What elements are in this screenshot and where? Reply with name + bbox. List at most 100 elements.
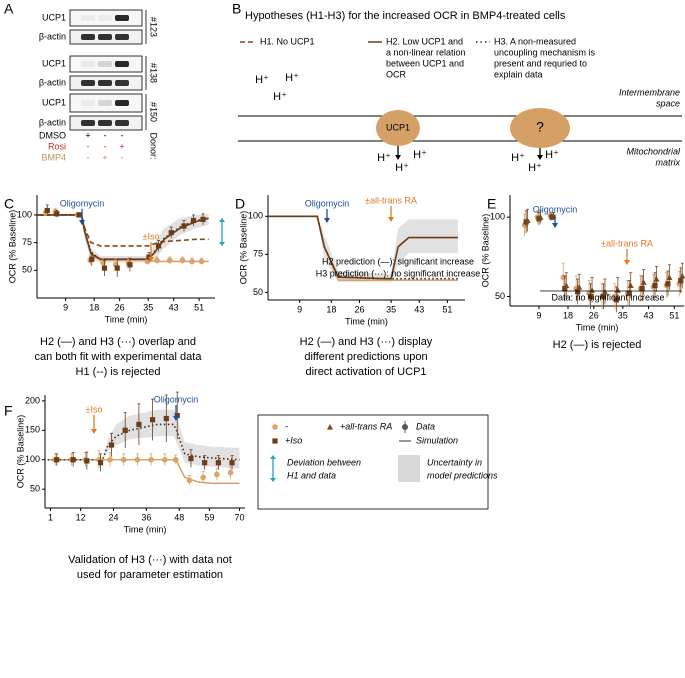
caption: direct activation of UCP1 [305, 366, 426, 378]
ucp1-label: UCP1 [386, 122, 410, 132]
x-tick-label: 35 [143, 302, 153, 312]
compartment-label: Mitochondrial [626, 146, 681, 156]
uncertainty-band [268, 216, 458, 282]
treatment-sign: - [121, 130, 124, 140]
data-point [127, 262, 133, 268]
y-tick-label: 100 [248, 211, 263, 221]
blot-band [81, 120, 95, 126]
blot-band [98, 100, 112, 106]
x-tick-label: 18 [326, 304, 336, 314]
data-point [562, 285, 568, 292]
x-axis-label: Time (min) [345, 316, 388, 326]
treatment-label: DMSO [39, 130, 66, 140]
blot-band [81, 61, 95, 67]
arrow-head [624, 260, 630, 265]
panel-label: B [232, 1, 241, 17]
donor-label: #123 [149, 17, 159, 37]
proton: H⁺ [528, 162, 542, 174]
diagram-title: Hypotheses (H1-H3) for the increased OCR… [245, 10, 566, 22]
data-point [148, 456, 154, 463]
data-point [97, 460, 104, 466]
x-tick-label: 43 [169, 302, 179, 312]
data-point [189, 258, 195, 265]
donor-label: #138 [149, 63, 159, 83]
caption: H2 (—) and H3 (···) overlap and [40, 336, 196, 348]
y-tick-label: 100 [25, 454, 40, 464]
blot-band [115, 61, 129, 67]
legend-marker [272, 424, 278, 430]
hypothesis-text: H1. No UCP1 [260, 36, 315, 46]
proton: H⁺ [273, 91, 287, 103]
treatment-sign: - [87, 141, 90, 151]
blot-row-label: UCP1 [42, 12, 66, 22]
panel-label: F [4, 403, 13, 419]
data-point [122, 427, 128, 433]
treatment-sign: - [104, 141, 107, 151]
caption: different predictions upon [304, 351, 427, 363]
caption: H1 (--) is rejected [76, 366, 161, 378]
x-tick-label: 51 [669, 310, 679, 320]
data-point [186, 477, 193, 484]
legend-label: Uncertainty in [427, 457, 482, 467]
panel-label: A [4, 1, 14, 17]
y-tick-label: 75 [253, 249, 263, 259]
x-tick-label: 59 [204, 512, 214, 522]
legend-box [257, 414, 489, 510]
blot-band [81, 80, 95, 86]
data-point [679, 272, 685, 279]
data-point [198, 258, 205, 265]
data-point [155, 243, 162, 249]
y-tick-label: 50 [253, 287, 263, 297]
y-axis-label: OCR (% Baseline) [7, 210, 17, 284]
annotation: Data: no significant increase [551, 292, 664, 302]
y-axis-label: OCR (% Baseline) [238, 211, 248, 285]
blot-band [115, 100, 129, 106]
uncertainty-band [47, 409, 240, 469]
y-axis-label: OCR (% Baseline) [15, 415, 25, 489]
caption: can both fit with experimental data [35, 351, 203, 363]
data-point [179, 257, 186, 264]
y-tick-label: 50 [22, 265, 32, 275]
annotation: H3 prediction (···): no significant incr… [316, 268, 481, 278]
x-tick-label: 1 [48, 512, 53, 522]
y-tick-label: 150 [25, 425, 40, 435]
x-tick-label: 51 [194, 302, 204, 312]
data-point [200, 474, 206, 481]
proton: H⁺ [255, 74, 269, 86]
proton: H⁺ [511, 152, 525, 164]
blot-row-label: β-actin [39, 117, 66, 127]
x-tick-label: 9 [297, 304, 302, 314]
x-tick-label: 70 [235, 512, 245, 522]
data-point [587, 293, 594, 300]
data-point [107, 456, 113, 463]
arrow-head [91, 429, 97, 434]
treatment-label: Rosi [48, 141, 66, 151]
data-point [154, 257, 160, 264]
data-point [639, 285, 645, 292]
x-tick-label: 24 [108, 512, 118, 522]
data-point [70, 457, 76, 463]
arrow-head [270, 478, 276, 482]
data-point [666, 274, 673, 281]
y-tick-label: 100 [17, 209, 32, 219]
hypothesis-text: a non-linear relation [386, 47, 466, 57]
x-axis-label: Time (min) [576, 322, 619, 332]
data-point [163, 415, 169, 422]
data-point [190, 217, 197, 224]
data-point [44, 207, 50, 214]
unknown-label: ? [536, 119, 544, 135]
compartment-label: Intermembrane [619, 87, 680, 97]
hypothesis-text: H2. Low UCP1 and [386, 36, 463, 46]
legend-label: - [285, 421, 288, 431]
arrow-head [270, 455, 276, 459]
arrow-head [79, 220, 85, 225]
y-axis-label: OCR (% Baseline) [480, 214, 490, 288]
annotation: H2 prediction (—): significant increase [322, 256, 474, 266]
data-point [136, 421, 142, 428]
data-point [54, 211, 60, 217]
data-point [181, 223, 187, 229]
model-line [268, 215, 458, 280]
uncertainty-band [37, 213, 209, 263]
y-tick-label: 100 [490, 212, 505, 222]
data-point [149, 417, 156, 423]
